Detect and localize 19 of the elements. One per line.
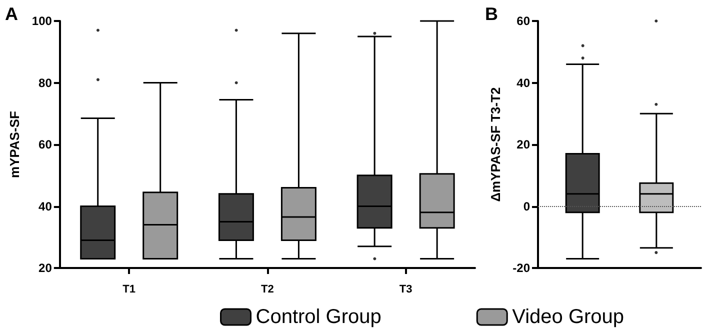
y-tick-label: 100 <box>32 14 52 28</box>
x-tick-label: T2 <box>261 284 274 296</box>
y-tick-label: 20 <box>38 261 52 275</box>
y-axis-title: mYPAS-SF <box>7 110 22 178</box>
x-tick-label: T3 <box>399 284 412 296</box>
y-tick-label: 60 <box>516 14 530 28</box>
y-tick-label: 40 <box>38 199 52 214</box>
chart-title: B <box>485 4 498 24</box>
y-tick-label: 40 <box>516 76 530 90</box>
y-axis-title: ΔmYPAS-SF T3-T2 <box>488 87 503 202</box>
y-tick-label: -20 <box>512 261 530 275</box>
y-tick-label: 0 <box>523 199 530 214</box>
y-tick-label: 80 <box>38 76 52 90</box>
legend-label: Control Group <box>256 306 382 328</box>
y-tick-label: 20 <box>516 138 530 152</box>
x-tick-label: T1 <box>122 284 136 296</box>
chart-title: A <box>5 4 18 24</box>
y-tick-label: 60 <box>38 138 52 152</box>
legend-label: Video Group <box>512 306 624 328</box>
